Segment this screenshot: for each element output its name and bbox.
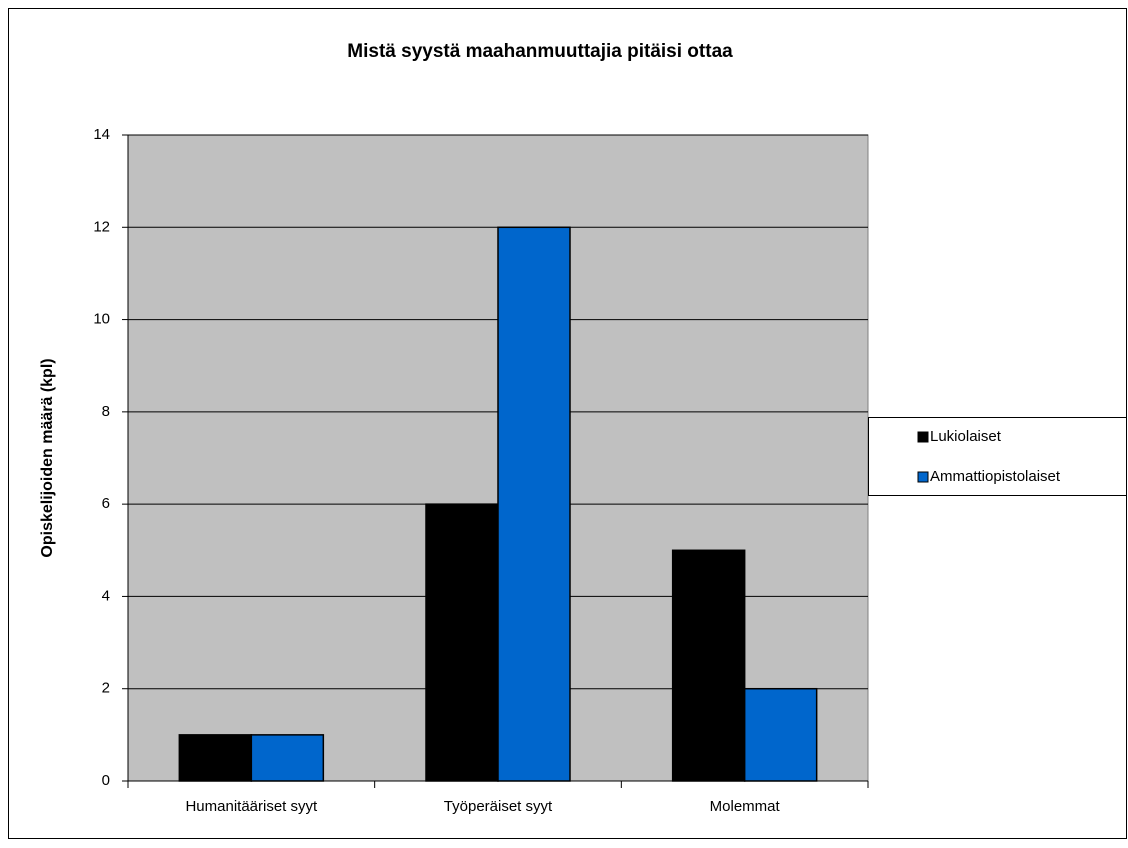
y-tick-label: 4	[102, 587, 110, 604]
legend-box	[868, 417, 1127, 496]
bar	[425, 503, 499, 782]
x-tick-label: Työperäiset syyt	[444, 798, 553, 815]
y-tick-label: 6	[102, 495, 110, 512]
y-tick-label: 14	[93, 126, 110, 143]
bar	[178, 734, 253, 782]
y-tick-label: 0	[102, 772, 110, 789]
bar	[671, 549, 746, 782]
y-tick-label: 2	[102, 680, 110, 697]
y-tick-label: 12	[93, 218, 110, 235]
bar	[250, 734, 325, 782]
legend-label: Ammattiopistolaiset	[930, 468, 1061, 485]
legend-swatch	[917, 471, 929, 483]
y-tick-label: 10	[93, 311, 110, 328]
chart-title: Mistä syystä maahanmuuttajia pitäisi ott…	[347, 41, 733, 62]
y-tick-label: 8	[102, 403, 110, 420]
legend-swatch	[917, 431, 929, 443]
bar	[743, 687, 818, 782]
x-tick-label: Molemmat	[710, 798, 781, 815]
bar	[497, 226, 571, 782]
x-tick-label: Humanitääriset syyt	[185, 798, 318, 815]
legend-label: Lukiolaiset	[930, 428, 1002, 445]
y-axis-label: Opiskelijoiden määrä (kpl)	[39, 358, 56, 557]
